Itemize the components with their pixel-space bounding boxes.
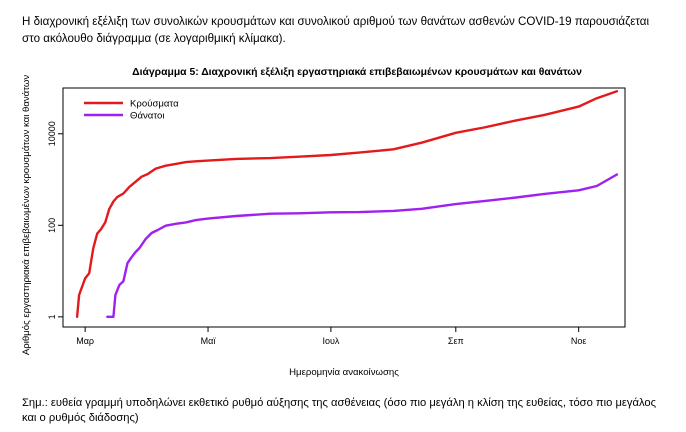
y-tick-label: 100 bbox=[47, 218, 57, 233]
intro-paragraph: Η διαχρονική εξέλιξη των συνολικών κρουσ… bbox=[22, 15, 650, 45]
x-tick-label: Νοε bbox=[571, 336, 587, 346]
series-line-cases bbox=[75, 90, 619, 318]
x-axis: Μαρ Μαϊ Ιουλ Σεπ Νοε bbox=[76, 327, 586, 346]
y-tick-label: 1 bbox=[47, 314, 57, 319]
x-tick-label: Μαρ bbox=[76, 336, 94, 346]
x-tick-label: Μαϊ bbox=[201, 336, 217, 346]
series-layer bbox=[75, 90, 619, 318]
x-tick-label: Σεπ bbox=[448, 336, 464, 346]
legend-label: Κρούσματα bbox=[130, 99, 179, 110]
y-axis: 1 100 10000 bbox=[47, 121, 63, 319]
y-tick-label: 10000 bbox=[47, 121, 57, 146]
legend-label: Θάνατοι bbox=[130, 111, 164, 122]
x-axis-label: Ημερομηνία ανακοίνωσης bbox=[289, 367, 399, 378]
cases-deaths-chart: Διάγραμμα 5: Διαχρονική εξέλιξη εργαστηρ… bbox=[21, 67, 626, 378]
chart-title: Διάγραμμα 5: Διαχρονική εξέλιξη εργαστηρ… bbox=[132, 67, 582, 78]
footnote: Σημ.: ευθεία γραμμή υποδηλώνει εκθετικό … bbox=[22, 397, 656, 424]
x-tick-label: Ιουλ bbox=[322, 336, 339, 346]
series-line-deaths bbox=[106, 173, 619, 318]
plot-frame bbox=[62, 87, 626, 328]
y-axis-label: Αριθμός εργαστηριακά επιβεβαιωμένων κρου… bbox=[21, 75, 32, 356]
